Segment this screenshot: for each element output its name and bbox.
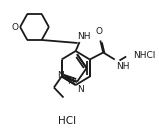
Text: NH: NH: [116, 61, 129, 70]
Text: N: N: [57, 70, 64, 80]
Text: O: O: [96, 27, 103, 35]
Text: HCl: HCl: [58, 116, 76, 126]
Text: O: O: [11, 23, 18, 32]
Text: NHCl: NHCl: [133, 51, 155, 60]
Text: N: N: [77, 85, 83, 95]
Text: N: N: [67, 77, 74, 86]
Text: NH: NH: [78, 32, 91, 41]
